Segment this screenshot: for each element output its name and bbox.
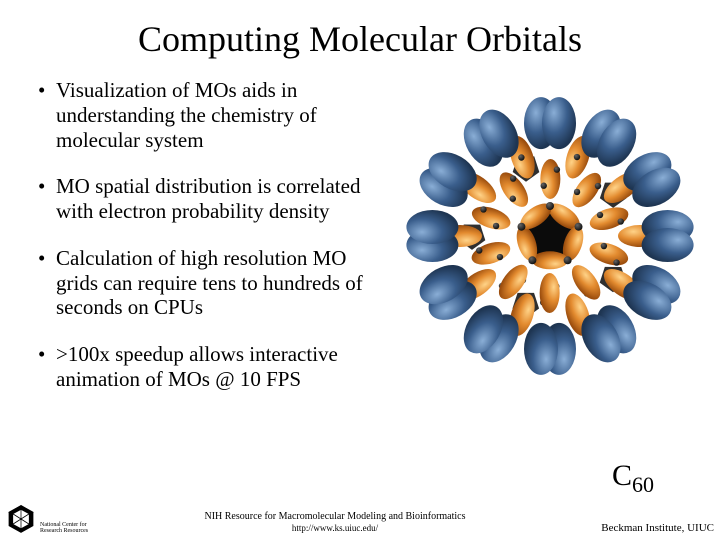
- footer-caption: NIH Resource for Macromolecular Modeling…: [96, 511, 574, 523]
- figure-column: C60: [388, 78, 712, 540]
- molecule-label-sub: 60: [632, 472, 654, 497]
- molecule-figure: [400, 86, 700, 386]
- bullet-list: Visualization of MOs aids in understandi…: [8, 78, 388, 540]
- slide-title: Computing Molecular Orbitals: [8, 18, 712, 60]
- footer-center: NIH Resource for Macromolecular Modeling…: [96, 511, 574, 534]
- molecule-label-main: C: [612, 459, 632, 492]
- bullet-item: Visualization of MOs aids in understandi…: [38, 78, 382, 152]
- footer-left: National Center for Research Resources: [6, 504, 96, 534]
- ncrr-logo-icon: [6, 504, 36, 534]
- footer: National Center for Research Resources N…: [0, 504, 720, 534]
- bullet-item: MO spatial distribution is correlated wi…: [38, 174, 382, 224]
- bullet-item: Calculation of high resolution MO grids …: [38, 246, 382, 320]
- footer-logo-text: National Center for Research Resources: [40, 522, 90, 534]
- footer-url: http://www.ks.uiuc.edu/: [96, 523, 574, 534]
- content-row: Visualization of MOs aids in understandi…: [8, 78, 712, 540]
- footer-right: Beckman Institute, UIUC: [574, 522, 714, 534]
- bullet-item: >100x speedup allows interactive animati…: [38, 342, 382, 392]
- molecule-label: C60: [612, 459, 654, 498]
